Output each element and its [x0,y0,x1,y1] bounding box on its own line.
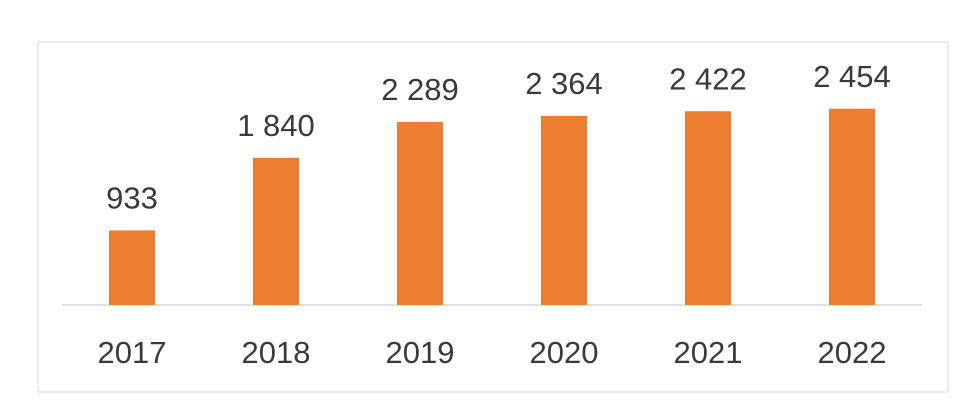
value-label: 933 [106,181,158,216]
value-label: 2 364 [525,66,603,101]
bar [829,108,875,306]
x-tick-label: 2021 [674,335,743,370]
x-tick-label: 2019 [386,335,455,370]
x-tick-label: 2022 [818,335,887,370]
bar [253,157,299,305]
x-tick-label: 2020 [530,335,599,370]
x-tick-label: 2017 [98,335,167,370]
value-label: 2 454 [813,59,891,94]
bar [397,121,443,305]
bar [109,230,155,305]
x-tick-label: 2018 [242,335,311,370]
bar [541,115,587,305]
value-label: 1 840 [237,108,315,143]
bar [685,111,731,306]
chart-frame [37,41,949,393]
value-label: 2 289 [381,72,459,107]
value-label: 2 422 [669,61,747,96]
